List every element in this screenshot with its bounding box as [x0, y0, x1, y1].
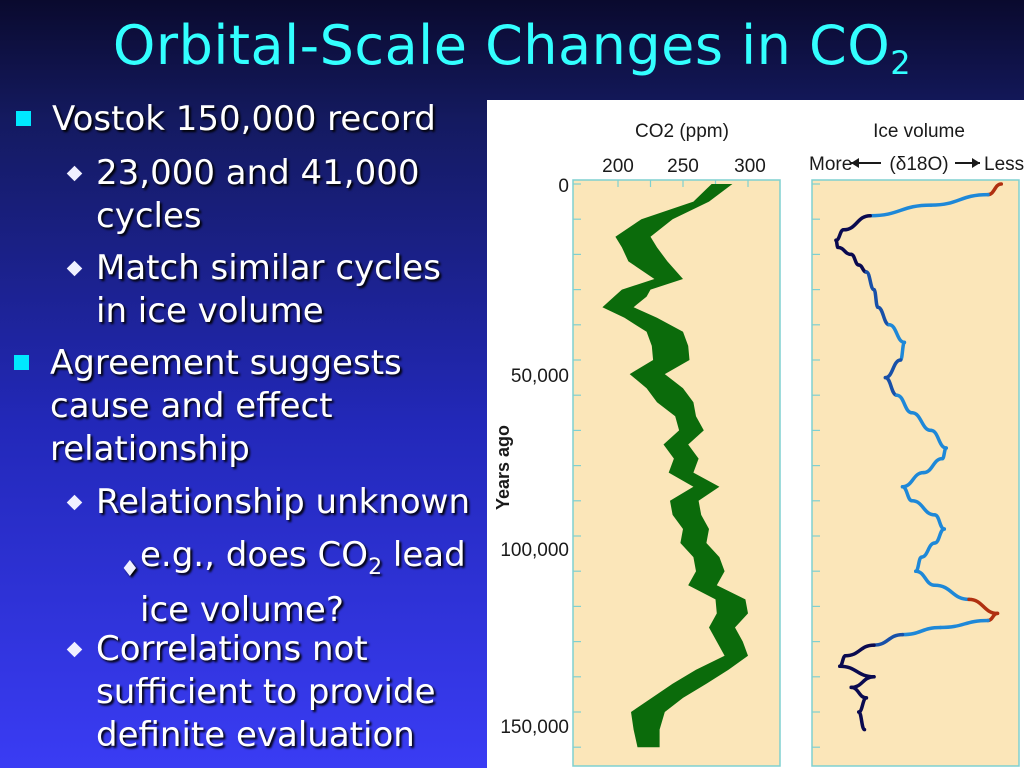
ice-volume-segment [895, 393, 914, 415]
co2-band [602, 184, 748, 748]
arrow-right-icon [955, 158, 980, 168]
co2-tick-250: 250 [667, 156, 699, 177]
bullet-correlations: Correlations not sufficient to provide def… [66, 628, 436, 757]
bullet-relationship: Relationship unknown [66, 481, 470, 524]
bullet-cycles: 23,000 and 41,000 cycles [66, 152, 420, 238]
ice-volume-segment [933, 583, 971, 602]
y-tick-50000: 50,000 [511, 366, 569, 387]
vostok-figure: CO2 (ppm) 200 250 300 0 50,000 100,000 1… [487, 100, 1024, 768]
bullet-example: ♦ e.g., does CO2 lead ice volume? [120, 535, 466, 630]
y-tick-150000: 150,000 [500, 717, 569, 738]
ice-volume-segment [900, 625, 943, 637]
ice-volume-segment [921, 456, 945, 475]
co2-tick-300: 300 [734, 156, 766, 177]
ice-more-label: More [809, 154, 852, 175]
ice-volume-segment [857, 710, 867, 732]
ice-volume-segment [868, 203, 933, 218]
square-bullet-icon [14, 355, 29, 370]
ice-volume-segment [872, 632, 905, 647]
ice-delta-label: (δ18O) [889, 154, 948, 175]
diamond-bullet-icon [66, 165, 83, 182]
ice-volume-segment [843, 643, 876, 658]
ice-volume-segment [910, 411, 933, 433]
ice-volume-line [834, 182, 1004, 732]
diamond-bullet-icon [66, 260, 83, 277]
bullet-match: Match similar cycles in ice volume [66, 247, 441, 333]
small-diamond-bullet-icon: ♦ [120, 557, 140, 582]
y-axis-label: Years ago [493, 425, 513, 510]
square-bullet-icon [16, 111, 31, 126]
ice-volume-segment [910, 499, 937, 517]
co2-tick-200: 200 [602, 156, 634, 177]
ice-volume-segment [841, 213, 872, 232]
tick-marks [573, 180, 820, 748]
ice-volume-segment [929, 192, 990, 207]
bullet-agreement: Agreement suggests cause and effect relati… [14, 342, 402, 471]
ice-axis-title: Ice volume [873, 121, 965, 142]
vostok-chart: CO2 (ppm) 200 250 300 0 50,000 100,000 1… [493, 121, 1024, 767]
bullet-vostok: Vostok 150,000 record [16, 98, 436, 141]
slide-title: Orbital-Scale Changes in CO2 [112, 14, 912, 82]
ice-panel [811, 179, 1020, 767]
diamond-bullet-icon [66, 641, 83, 658]
ice-less-label: Less [984, 154, 1024, 175]
arrow-left-icon [851, 158, 881, 168]
y-tick-0: 0 [558, 176, 569, 197]
ice-volume-segment [938, 618, 990, 630]
co2-axis-title: CO2 (ppm) [635, 121, 729, 142]
y-tick-100000: 100,000 [500, 540, 569, 561]
diamond-bullet-icon [66, 494, 83, 511]
ice-volume-segment [914, 569, 937, 588]
